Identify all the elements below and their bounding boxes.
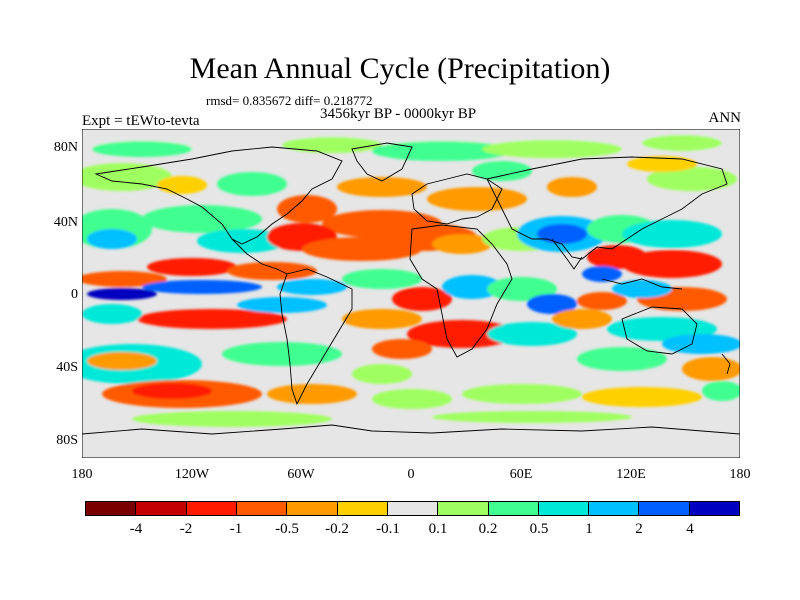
coastline-south-america bbox=[279, 268, 353, 406]
colorbar-label: 2 bbox=[635, 521, 643, 537]
lat-tick-80s: 80S bbox=[56, 433, 78, 448]
lon-tick-180e: 180 bbox=[729, 467, 751, 482]
colorbar bbox=[85, 501, 740, 516]
colorbar-swatch bbox=[136, 502, 187, 515]
lon-tick-180w: 180 bbox=[71, 467, 93, 482]
colorbar-swatch bbox=[236, 502, 288, 515]
colorbar-swatch bbox=[387, 502, 439, 515]
colorbar-swatch bbox=[287, 502, 338, 515]
colorbar-label: 0.5 bbox=[529, 521, 549, 537]
colorbar-label: -1 bbox=[229, 521, 243, 537]
lon-tick-120w: 120W bbox=[174, 467, 210, 482]
coastline-australia bbox=[621, 306, 698, 355]
colorbar-swatch bbox=[538, 502, 590, 515]
coastline-central-america bbox=[231, 238, 288, 275]
colorbar-label: -0.2 bbox=[325, 521, 349, 537]
coastline-north-america bbox=[94, 146, 343, 245]
colorbar-swatch bbox=[438, 502, 489, 515]
coastline-india bbox=[551, 238, 583, 270]
lat-tick-0: 0 bbox=[71, 287, 78, 302]
colorbar-label: -0.5 bbox=[275, 521, 299, 537]
colorbar-label: 4 bbox=[686, 521, 694, 537]
colorbar-label: 1 bbox=[585, 521, 593, 537]
coastline-europe bbox=[411, 173, 503, 225]
coastline-greenland bbox=[351, 142, 413, 182]
coastline-africa bbox=[409, 224, 513, 358]
coastline-antarctica bbox=[82, 424, 740, 435]
coastlines bbox=[82, 142, 740, 435]
colorbar-swatch bbox=[86, 502, 137, 515]
rmsd-diff-stats: rmsd= 0.835672 diff= 0.218772 bbox=[206, 93, 373, 108]
colorbar-label: -4 bbox=[129, 521, 143, 537]
lon-tick-120e: 120E bbox=[616, 467, 646, 482]
lon-tick-0: 0 bbox=[407, 467, 415, 482]
colorbar-swatch bbox=[186, 502, 237, 515]
coastline-indonesia bbox=[601, 278, 683, 290]
colorbar-swatch bbox=[639, 502, 690, 515]
colorbar-swatch bbox=[589, 502, 640, 515]
colorbar-label: 0.1 bbox=[428, 521, 448, 537]
period-label: 3456kyr BP - 0000kyr BP bbox=[320, 106, 477, 122]
colorbar-swatch bbox=[337, 502, 388, 515]
lon-tick-60w: 60W bbox=[287, 467, 315, 482]
season-label: ANN bbox=[708, 110, 742, 126]
lat-tick-80n: 80N bbox=[53, 140, 78, 155]
experiment-label: Expt = tEWto-tevta bbox=[82, 113, 200, 129]
plot-title: Mean Annual Cycle (Precipitation) bbox=[189, 52, 611, 85]
precipitation-map bbox=[82, 129, 740, 458]
coastline-new-zealand bbox=[721, 353, 731, 375]
lon-tick-60e: 60E bbox=[509, 467, 533, 482]
coastline-asia bbox=[486, 156, 728, 260]
colorbar-label: 0.2 bbox=[478, 521, 498, 537]
colorbar-swatch bbox=[689, 502, 740, 515]
colorbar-label: -2 bbox=[179, 521, 193, 537]
lat-tick-40s: 40S bbox=[56, 360, 78, 375]
precip-field bbox=[82, 129, 740, 458]
colorbar-label: -0.1 bbox=[376, 521, 400, 537]
colorbar-swatch bbox=[488, 502, 539, 515]
lat-tick-40n: 40N bbox=[53, 215, 78, 230]
